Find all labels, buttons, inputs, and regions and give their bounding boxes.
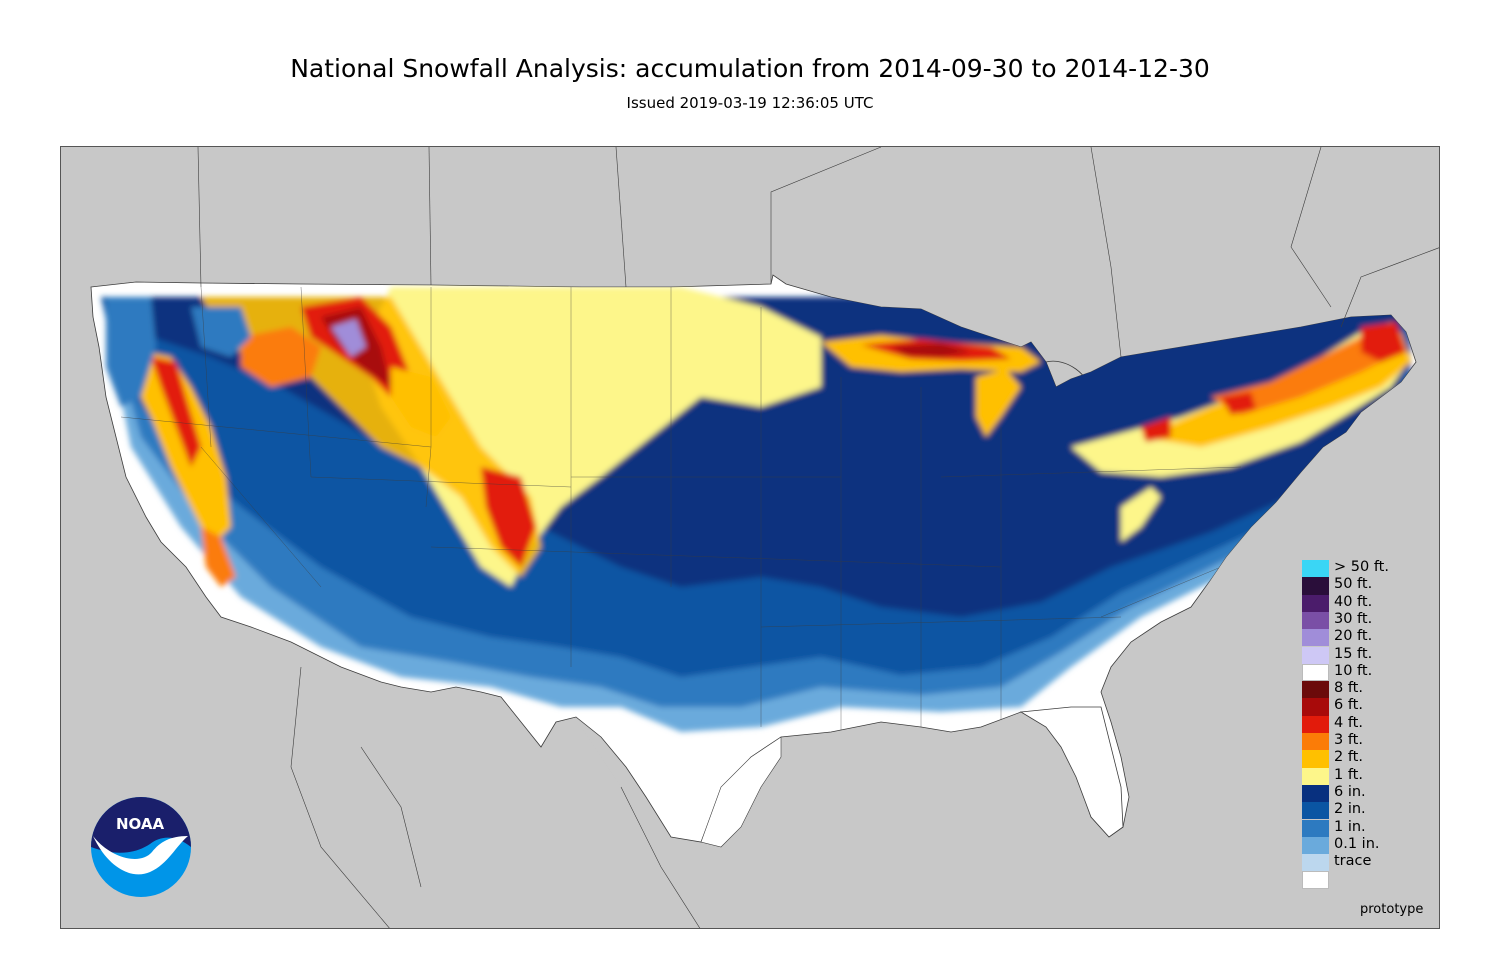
legend-item: 50 ft.	[1302, 576, 1422, 595]
legend-item: 2 ft.	[1302, 749, 1422, 768]
legend-label: 2 in.	[1334, 801, 1366, 818]
prototype-label: prototype	[1360, 902, 1424, 917]
legend-swatch	[1302, 681, 1329, 699]
legend-item: 8 ft.	[1302, 680, 1422, 699]
legend-item: 4 ft.	[1302, 714, 1422, 733]
legend-item: 30 ft.	[1302, 610, 1422, 630]
legend-label: 50 ft.	[1334, 576, 1373, 593]
legend-label: > 50 ft.	[1334, 559, 1389, 575]
noaa-logo: NOAA	[91, 797, 191, 897]
legend-label: 3 ft.	[1334, 732, 1363, 748]
noaa-logo-text: NOAA	[116, 815, 165, 833]
legend-label: 2 ft.	[1334, 749, 1363, 766]
legend-swatch	[1302, 750, 1329, 768]
legend-swatch	[1302, 698, 1329, 716]
legend-swatch	[1302, 819, 1329, 837]
legend-swatch	[1302, 646, 1329, 664]
map-title: National Snowfall Analysis: accumulation…	[290, 54, 1210, 83]
legend-swatch	[1302, 802, 1329, 820]
legend-item: 10 ft.	[1302, 662, 1422, 682]
legend-label: 15 ft.	[1334, 645, 1373, 662]
legend-item: 40 ft.	[1302, 593, 1422, 612]
legend-label: 1 in.	[1334, 818, 1366, 835]
legend-swatch	[1302, 836, 1329, 855]
legend-label: 0.1 in.	[1334, 835, 1380, 852]
legend-item: 1 ft.	[1302, 766, 1422, 785]
legend-swatch	[1302, 560, 1329, 578]
legend-swatch	[1302, 871, 1329, 889]
legend-swatch	[1302, 629, 1329, 647]
legend-item: 6 ft.	[1302, 697, 1422, 716]
legend-swatch	[1302, 611, 1329, 630]
issued-timestamp: Issued 2019-03-19 12:36:05 UTC	[626, 94, 874, 112]
legend-label: 40 ft.	[1334, 593, 1373, 610]
legend-item: 6 in.	[1302, 783, 1422, 803]
legend-swatch	[1302, 577, 1329, 595]
legend-swatch	[1302, 854, 1329, 872]
legend-label: 1 ft.	[1334, 766, 1363, 783]
legend-label: 20 ft.	[1334, 628, 1373, 645]
legend-item: 15 ft.	[1302, 645, 1422, 664]
legend-item: 3 ft.	[1302, 732, 1422, 751]
legend-swatch	[1302, 767, 1329, 785]
legend-label: 8 ft.	[1334, 680, 1363, 697]
legend-item: 1 in.	[1302, 818, 1422, 837]
legend-item: > 50 ft.	[1302, 559, 1422, 578]
legend-item: trace	[1302, 853, 1422, 872]
legend-swatch	[1302, 663, 1329, 682]
legend-label: trace	[1334, 853, 1372, 870]
legend-label: 6 ft.	[1334, 697, 1363, 714]
legend-item: 2 in.	[1302, 801, 1422, 820]
legend-label: 10 ft.	[1334, 662, 1373, 679]
legend-swatch	[1302, 715, 1329, 733]
legend-swatch	[1302, 784, 1329, 803]
legend-label: 6 in.	[1334, 783, 1366, 800]
legend-item: 20 ft.	[1302, 628, 1422, 647]
legend-label: 30 ft.	[1334, 610, 1373, 627]
legend-item: 0.1 in.	[1302, 835, 1422, 855]
legend-item	[1302, 871, 1422, 889]
legend-label: 4 ft.	[1334, 714, 1363, 731]
snowfall-map[interactable]	[60, 146, 1440, 929]
map-canvas	[61, 147, 1439, 928]
legend-swatch	[1302, 594, 1329, 612]
legend-swatch	[1302, 733, 1329, 751]
